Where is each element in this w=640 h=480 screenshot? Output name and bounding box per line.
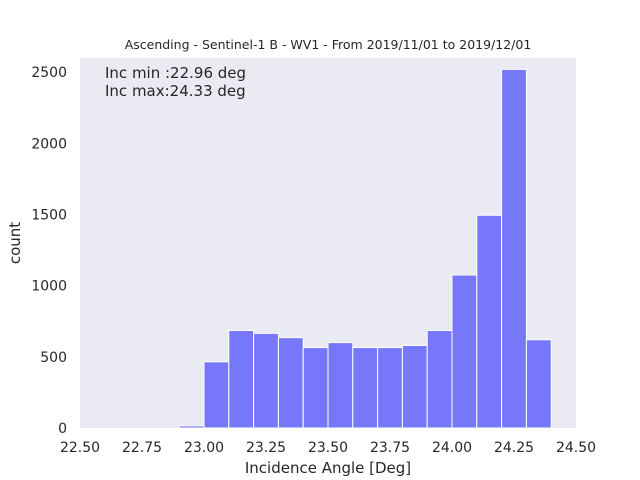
- x-tick-label: 22.75: [122, 440, 162, 456]
- x-tick-labels: 22.50 22.75 23.00 23.25 23.50 23.75 24.00 24.25…: [60, 440, 596, 456]
- histogram-bar: [228, 330, 255, 429]
- y-tick-label: 1500: [31, 208, 67, 224]
- annotation-inc-max: Inc max:24.33 deg: [105, 82, 246, 100]
- y-tick-label: 0: [58, 421, 67, 437]
- x-tick-label: 23.00: [184, 440, 224, 456]
- histogram-bar: [327, 342, 354, 429]
- histogram-bar: [501, 68, 527, 429]
- x-tick-label: 24.50: [556, 440, 596, 456]
- y-tick-label: 2000: [31, 136, 67, 152]
- histogram-bar: [277, 337, 304, 429]
- histogram-bar: [178, 425, 205, 429]
- histogram-bar: [253, 332, 279, 429]
- y-tick-label: 2500: [31, 65, 67, 81]
- y-tick-label: 500: [40, 350, 67, 366]
- x-tick-label: 23.50: [308, 440, 348, 456]
- chart-title: Ascending - Sentinel-1 B - WV1 - From 20…: [125, 37, 532, 52]
- histogram-bar: [302, 347, 329, 429]
- bars-group: [178, 68, 552, 429]
- histogram-bar: [426, 330, 453, 429]
- histogram-bar: [352, 347, 379, 429]
- x-axis-label: Incidence Angle [Deg]: [245, 459, 411, 477]
- x-tick-label: 23.25: [246, 440, 286, 456]
- y-axis-label: count: [6, 222, 24, 264]
- histogram-bar: [203, 361, 230, 429]
- histogram-bar: [476, 214, 503, 429]
- annotation-inc-min: Inc min :22.96 deg: [105, 64, 246, 82]
- histogram-bar: [401, 344, 428, 429]
- x-tick-label: 24.00: [432, 440, 472, 456]
- x-tick-label: 23.75: [370, 440, 410, 456]
- histogram-bar: [377, 347, 403, 429]
- x-tick-label: 24.25: [494, 440, 534, 456]
- y-tick-label: 1000: [31, 279, 67, 295]
- histogram-bar: [451, 274, 478, 429]
- histogram-bar: [525, 339, 552, 429]
- x-tick-label: 22.50: [60, 440, 100, 456]
- y-tick-labels: 0 500 1000 1500 2000 2500: [31, 65, 67, 437]
